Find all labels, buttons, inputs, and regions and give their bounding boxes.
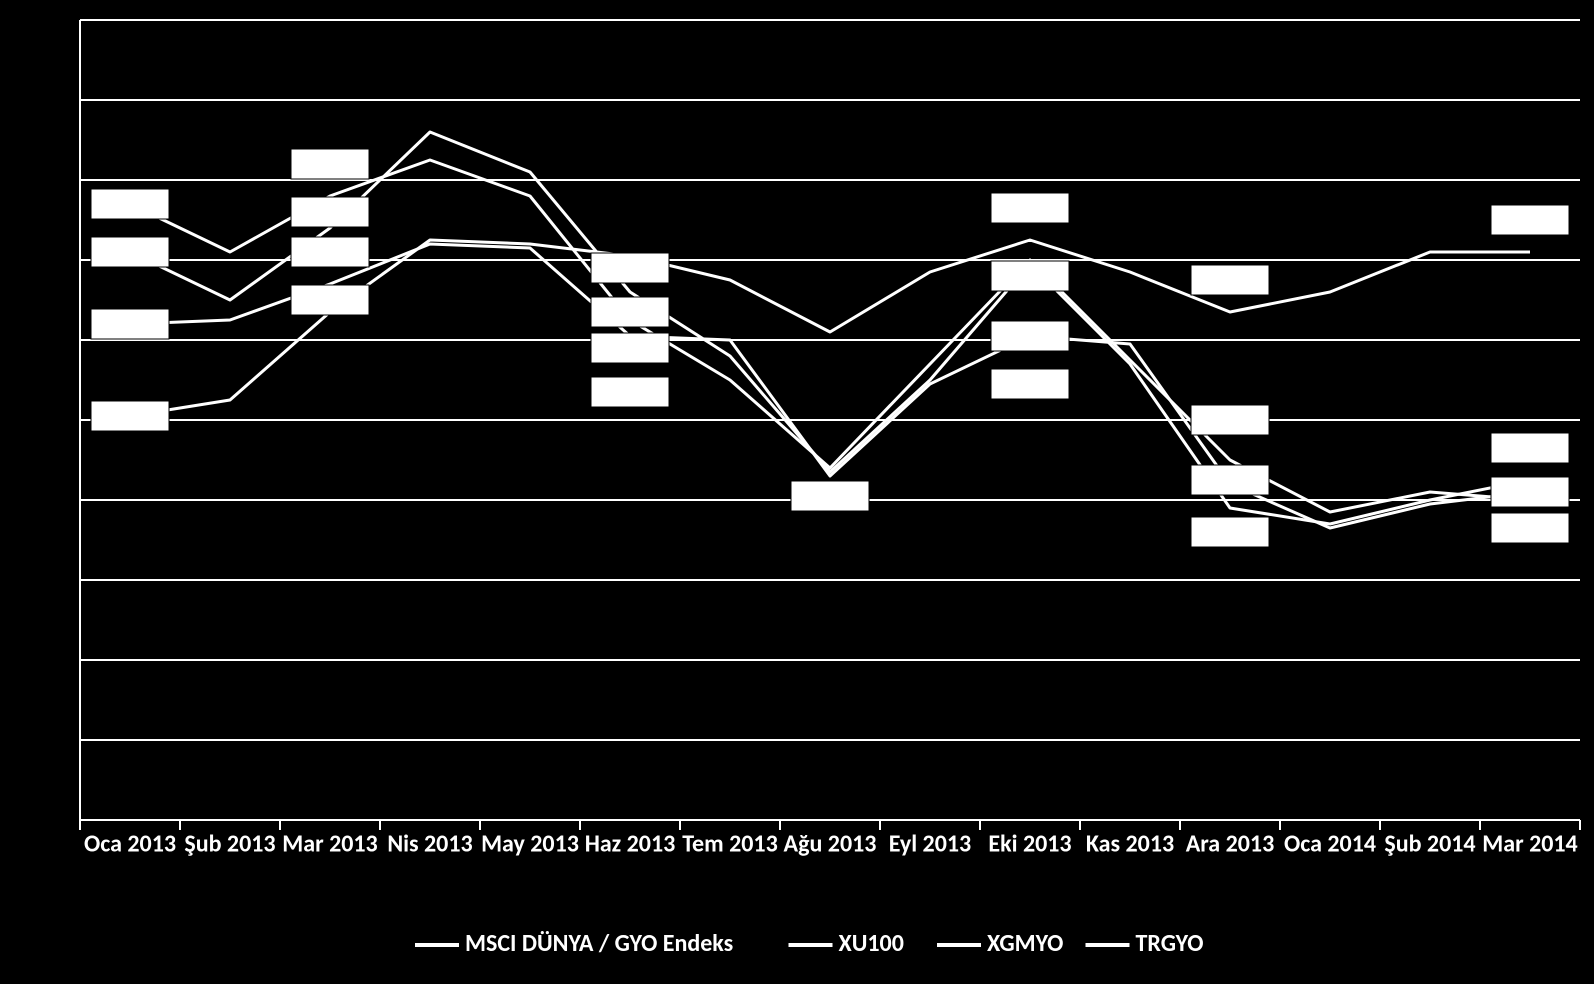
data-label-box bbox=[1491, 513, 1569, 543]
data-label-box bbox=[1191, 265, 1269, 295]
data-label-box bbox=[1191, 517, 1269, 547]
y-tick-label: 150.00 bbox=[5, 4, 72, 33]
x-tick-label: Eyl 2013 bbox=[889, 830, 971, 859]
line-chart: 50.00 60.00 70.00 80.00 90.00 100.00 110.00 120… bbox=[0, 0, 1594, 984]
y-tick-label: 70.00 bbox=[17, 644, 72, 673]
x-tick-label: Eki 2013 bbox=[988, 830, 1071, 859]
x-tick-label: Kas 2013 bbox=[1086, 830, 1174, 859]
data-label-box bbox=[1491, 205, 1569, 235]
y-tick-label: 60.00 bbox=[17, 724, 72, 753]
y-tick-label: 140.00 bbox=[5, 84, 72, 113]
chart-svg: 50.00 60.00 70.00 80.00 90.00 100.00 110.00 120… bbox=[0, 0, 1594, 984]
data-label-box bbox=[91, 237, 169, 267]
data-label-box bbox=[991, 369, 1069, 399]
x-tick-label: Şub 2013 bbox=[184, 830, 275, 859]
data-label-box bbox=[791, 481, 869, 511]
y-tick-label: 110.00 bbox=[5, 324, 72, 353]
data-label-box bbox=[291, 149, 369, 179]
y-tick-label: 80.00 bbox=[17, 564, 72, 593]
data-label-box bbox=[1491, 477, 1569, 507]
legend-label: MSCI DÜNYA / GYO Endeks bbox=[465, 929, 733, 958]
data-label-box bbox=[91, 401, 169, 431]
x-tick-label: Mar 2014 bbox=[1482, 830, 1577, 859]
data-label-box bbox=[991, 261, 1069, 291]
x-tick-label: Nis 2013 bbox=[387, 830, 472, 859]
data-label-box bbox=[291, 237, 369, 267]
data-label-box bbox=[991, 321, 1069, 351]
x-tick-label: Ağu 2013 bbox=[784, 830, 877, 859]
x-tick-label: May 2013 bbox=[481, 830, 579, 859]
y-tick-label: 50.00 bbox=[17, 804, 72, 833]
x-tick-label: Haz 2013 bbox=[585, 830, 676, 859]
data-label-box bbox=[591, 377, 669, 407]
x-tick-label: Ara 2013 bbox=[1186, 830, 1274, 859]
x-tick-label: Mar 2013 bbox=[282, 830, 377, 859]
y-tick-label: 90.00 bbox=[17, 484, 72, 513]
data-label-box bbox=[1491, 433, 1569, 463]
data-label-box bbox=[1191, 405, 1269, 435]
data-label-box bbox=[291, 285, 369, 315]
data-label-box bbox=[991, 193, 1069, 223]
data-label-box bbox=[91, 309, 169, 339]
y-tick-label: 100.00 bbox=[5, 404, 72, 433]
x-tick-label: Tem 2013 bbox=[682, 830, 778, 859]
legend-label: TRGYO bbox=[1136, 929, 1204, 958]
data-label-box bbox=[91, 189, 169, 219]
data-label-box bbox=[591, 253, 669, 283]
data-label-box bbox=[291, 197, 369, 227]
y-tick-label: 120.00 bbox=[5, 244, 72, 273]
x-tick-label: Şub 2014 bbox=[1384, 830, 1475, 859]
data-label-box bbox=[591, 297, 669, 327]
legend-label: XU100 bbox=[839, 929, 904, 958]
x-tick-label: Oca 2014 bbox=[1284, 830, 1376, 859]
y-tick-label: 130.00 bbox=[5, 164, 72, 193]
data-label-box bbox=[1191, 465, 1269, 495]
legend-label: XGMYO bbox=[987, 929, 1063, 958]
x-tick-label: Oca 2013 bbox=[84, 830, 176, 859]
data-label-box bbox=[591, 333, 669, 363]
